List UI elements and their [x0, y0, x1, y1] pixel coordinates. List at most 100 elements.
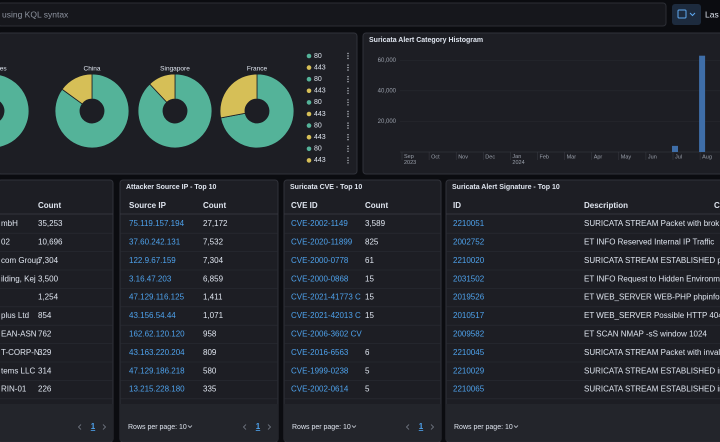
legend-label: 443: [314, 64, 326, 71]
x-tick-label: Feb: [540, 154, 549, 160]
table-link: 122.9.67.159: [129, 256, 176, 265]
legend-label: 443: [314, 134, 326, 141]
donut-slice: [61, 73, 93, 105]
table-link: 2009582: [453, 330, 485, 339]
legend-swatch: [306, 53, 312, 59]
legend-swatch: [306, 88, 312, 94]
legend-menu-dot: [347, 66, 349, 69]
legend-menu-dot: [347, 159, 349, 162]
y-tick-label: 60,000: [378, 58, 397, 64]
table-cell: 15: [365, 274, 374, 283]
legend-menu-dot: [347, 150, 349, 152]
table-footer: [120, 404, 278, 441]
page-number[interactable]: 1: [419, 422, 424, 431]
legend-menu-dot: [347, 157, 349, 159]
table-cell: 02: [1, 238, 10, 247]
rows-per-page[interactable]: Rows per page: 10: [292, 424, 351, 431]
table-cell: 854: [38, 311, 52, 320]
legend-menu-dot: [347, 81, 349, 83]
table-link: 2210045: [453, 348, 485, 357]
next-page: [102, 424, 107, 430]
legend-menu-dot: [347, 148, 349, 150]
table-link: 47.129.116.125: [129, 293, 185, 302]
table-title: Suricata Alert Signature - Top 10: [452, 184, 560, 191]
legend-menu-dot: [347, 92, 349, 95]
table-cell: SURICATA STREAM Packet with brok: [584, 219, 720, 228]
legend-swatch: [306, 146, 312, 152]
table-panel: [119, 179, 279, 442]
page-number[interactable]: 1: [91, 422, 96, 431]
table-cell: 314: [38, 366, 52, 375]
legend-swatch: [306, 100, 312, 105]
legend-swatch: [306, 134, 312, 140]
table-cell: 5: [365, 385, 370, 394]
table-panel: [445, 179, 720, 442]
prev-page: [405, 424, 410, 430]
table-link: 2210065: [453, 385, 485, 394]
legend-menu-dot: [347, 134, 349, 136]
legend-label: 443: [314, 111, 326, 118]
legend-swatch: [306, 76, 312, 82]
table-link: CVE-2016-6563: [291, 348, 349, 357]
table: Attacker Source IP - Top 10 Source IP Coun…: [120, 184, 278, 441]
search-field[interactable]: [0, 2, 667, 27]
table-cell: ET WEB_SERVER Possible HTTP 404: [584, 311, 720, 320]
legend-menu-dot: [347, 122, 349, 124]
legend-menu-dot: [347, 139, 349, 141]
x-tick-label: Jul: [675, 154, 682, 160]
legend-menu-dot: [347, 64, 349, 66]
legend-menu-dot: [347, 124, 349, 127]
legend-label: 80: [314, 99, 322, 106]
page-number[interactable]: 1: [256, 422, 261, 431]
table-link: CVE-2020-11899: [291, 238, 353, 247]
table-cell: RIN-01: [1, 385, 27, 394]
rows-chevron: [513, 425, 519, 428]
legend-menu-dot: [347, 104, 349, 106]
table-cell: 6,859: [203, 274, 224, 283]
table-link: 75.119.157.194: [129, 219, 185, 228]
table-cell: SURICATA STREAM ESTABLISHED in: [584, 385, 720, 394]
table-link: 43.163.220.204: [129, 348, 185, 357]
table-link: CVE-1999-0238: [291, 366, 349, 375]
table-link: CVE-2000-0778: [291, 256, 349, 265]
histogram-title: Suricata Alert Category Histogram: [369, 37, 483, 44]
rows-per-page[interactable]: Rows per page: 10: [454, 424, 513, 431]
table: Count mbH 35,253 02 10,696 com Group7,304ildi…: [0, 201, 113, 441]
histogram-panel: [362, 32, 720, 175]
table-panel: [0, 179, 114, 442]
table-link: CVE-2000-0868: [291, 274, 349, 283]
x-tick-label: Apr: [594, 154, 603, 160]
legend-menu-dot: [347, 57, 349, 60]
table-cell: 7,532: [203, 238, 224, 247]
table-cell: 226: [38, 385, 52, 394]
chevron: [689, 12, 696, 17]
table-cell: 3,500: [38, 274, 59, 283]
legend-menu-dot: [347, 69, 349, 71]
donut-label: China: [84, 66, 101, 73]
table-link: 2210020: [453, 256, 485, 265]
legend-menu-dot: [347, 78, 349, 80]
histogram-bar: [672, 145, 678, 152]
donut-slice: [149, 73, 176, 103]
table-footer: [446, 404, 720, 441]
legend-label: 80: [314, 146, 322, 153]
table-panel: [283, 179, 442, 442]
x-tick-label: Sep 2023: [404, 154, 416, 166]
table-cell: 10,696: [38, 238, 63, 247]
legend-menu-dot: [347, 55, 349, 57]
table-cell: 958: [203, 330, 217, 339]
rows-chevron: [187, 425, 193, 428]
table-cell: 335: [203, 385, 217, 394]
date-button[interactable]: Las: [705, 9, 719, 19]
rows-per-page[interactable]: Rows per page: 10: [128, 424, 187, 431]
table-cell: ET SCAN NMAP -sS window 1024: [584, 330, 707, 339]
table-link: 47.129.186.218: [129, 366, 185, 375]
table-title: Attacker Source IP - Top 10: [126, 184, 216, 191]
column-header: Count: [203, 201, 226, 210]
calendar-icon: [677, 9, 687, 19]
column-header: Count: [38, 201, 61, 210]
table-cell: 3,589: [365, 219, 386, 228]
rows-chevron: [351, 425, 357, 428]
table-title: Suricata CVE - Top 10: [290, 184, 362, 191]
